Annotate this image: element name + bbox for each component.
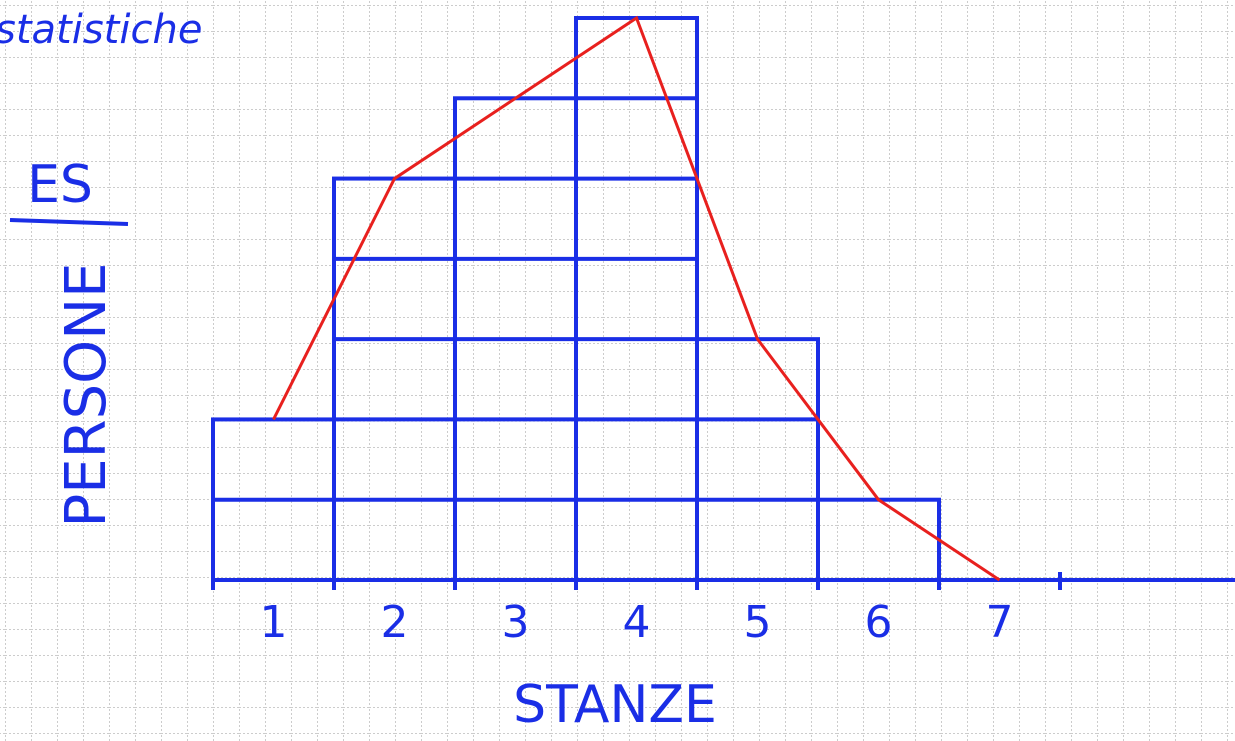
x-tick-label: 4 xyxy=(623,597,651,648)
x-tick-label: 3 xyxy=(502,597,530,648)
x-tick-label: 2 xyxy=(381,597,409,648)
x-axis-label: STANZE xyxy=(513,675,717,735)
x-tick-label: 5 xyxy=(744,597,772,648)
chart-title: statistiche xyxy=(0,7,202,53)
frequency-polygon xyxy=(272,15,1001,582)
y-axis-label: PERSONE xyxy=(54,263,119,528)
subtitle: ES xyxy=(27,155,93,215)
x-tick-label: 7 xyxy=(986,597,1014,648)
x-tick-label: 6 xyxy=(865,597,893,648)
underline xyxy=(9,218,129,226)
x-tick-label: 1 xyxy=(260,597,288,648)
